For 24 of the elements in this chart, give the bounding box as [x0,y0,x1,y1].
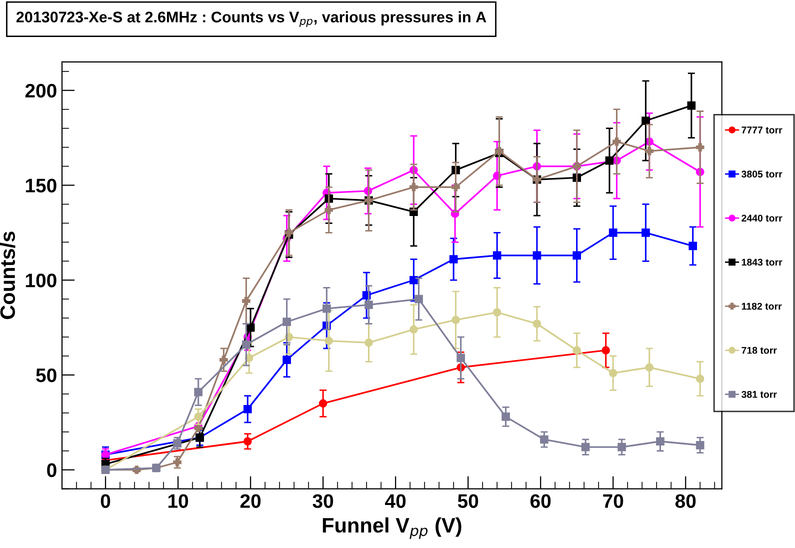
y-tick-label: 100 [26,274,56,288]
x-tick-label: 10 [168,494,188,508]
legend-label: 7777 torr [742,126,782,134]
x-tick-label: 50 [458,494,478,508]
chart-title: 20130723-Xe-S at 2.6MHz : Counts vs V$_{pp}$, various pressures in A [16,11,486,28]
y-tick-label: 50 [36,368,56,382]
y-tick-label: 200 [25,84,56,98]
legend-label: 718 torr [742,346,777,354]
legend-label: 381 torr [742,390,777,398]
x-tick-label: 80 [675,494,696,508]
x-axis-title: Funnel V$_{pp}$ (V) [322,517,462,539]
legend-label: 2440 torr [742,214,782,222]
legend-label: 1843 torr [742,258,782,266]
x-tick-label: 70 [603,494,624,508]
y-axis-title: Counts/s [0,232,16,320]
y-tick-label: 0 [47,463,56,478]
x-tick-label: 40 [385,494,406,508]
x-tick-label: 0 [100,494,110,508]
x-tick-label: 60 [530,494,551,508]
x-tick-label: 20 [240,494,261,508]
x-tick-label: 30 [312,494,334,508]
y-tick-label: 150 [26,178,56,192]
legend-label: 1182 torr [742,302,782,310]
legend-label: 3805 torr [742,170,782,178]
